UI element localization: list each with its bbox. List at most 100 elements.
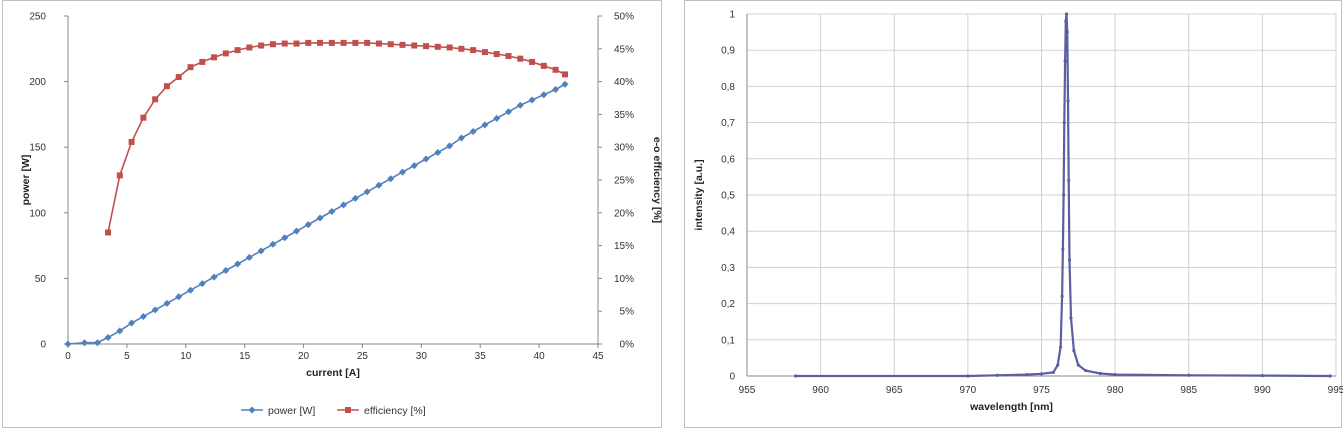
power-point: [434, 148, 442, 156]
spectrum-chart-panel: 0 0,1 0,2 0,3 0,4 0,5 0,6 0,7 0,8 0,9 1 955 960 965 97…: [684, 0, 1343, 428]
y-tick-label: 50: [35, 274, 47, 285]
x-tick-label: 5: [124, 351, 130, 362]
power-point: [316, 214, 324, 222]
y2-tick-label: 5%: [620, 307, 635, 318]
power-point: [151, 306, 159, 314]
efficiency-point: [446, 44, 453, 51]
spectrum-point: [995, 373, 999, 377]
power-point: [198, 280, 206, 288]
x-tick-label: 45: [592, 351, 604, 362]
efficiency-point: [458, 45, 465, 52]
efficiency-point: [529, 58, 536, 65]
spectrum-point: [1076, 363, 1080, 367]
spectrum-point: [1072, 349, 1076, 353]
y-tick-label: 250: [29, 12, 46, 23]
spectrum-point: [1113, 372, 1117, 377]
power-point: [304, 221, 312, 229]
y2-tick-label: 45%: [614, 44, 634, 55]
efficiency-point: [540, 62, 547, 69]
x-tick-label: 25: [357, 351, 369, 362]
y-tick-label: 0,1: [721, 335, 735, 346]
power-point: [446, 142, 454, 150]
efficiency-point: [152, 96, 159, 103]
y-tick-label: 200: [29, 77, 46, 88]
x-tick-label: 40: [534, 351, 546, 362]
legend-efficiency-marker: [345, 407, 351, 413]
power-point: [469, 127, 477, 135]
spectrum-point: [1098, 371, 1102, 376]
y-tick-label: 0,2: [721, 299, 735, 310]
power-point: [481, 121, 489, 129]
power-efficiency-chart-panel: 0 5 10 15 20 25 30 35 40 45 0 50 100 150 200 250 0% 5% 10%…: [2, 0, 663, 428]
spectrum-point: [1066, 99, 1070, 103]
efficiency-point: [116, 172, 123, 179]
x-tick-label: 0: [65, 351, 71, 362]
spectrum-point: [1025, 372, 1029, 377]
efficiency-point: [222, 50, 229, 57]
power-point: [375, 181, 383, 189]
spectrum-point: [1260, 374, 1264, 378]
spectrum-point: [1051, 370, 1055, 374]
spectrum-point: [1067, 258, 1072, 262]
power-point: [340, 201, 348, 209]
power-point: [175, 293, 183, 301]
series-line-power: [67, 83, 566, 345]
x-tick-label: 35: [475, 351, 487, 362]
legend-power-marker: [248, 406, 256, 414]
efficiency-point: [493, 51, 500, 58]
spectrum-point: [966, 374, 970, 378]
efficiency-point: [199, 58, 206, 65]
x-tick-label: 15: [239, 351, 251, 362]
power-point: [245, 253, 253, 261]
y-tick-label: 0,6: [721, 154, 735, 165]
spectrum-point: [1065, 30, 1069, 34]
power-point: [363, 188, 371, 196]
power-point: [387, 175, 395, 183]
power-point: [328, 207, 336, 215]
power-point: [561, 80, 569, 88]
spectrum-point: [1067, 178, 1071, 183]
x-tick-label: 975: [1033, 385, 1050, 396]
x-tick-label: 10: [180, 351, 192, 362]
power-point: [163, 299, 171, 307]
y2-tick-label: 15%: [614, 241, 634, 252]
spectrum-line: [795, 13, 1331, 378]
spectrum-point: [1084, 368, 1088, 373]
y-tick-label: 0,3: [721, 263, 735, 274]
efficiency-point: [128, 138, 135, 145]
y2-tick-label: 35%: [614, 110, 634, 121]
spectrum-chart: 0 0,1 0,2 0,3 0,4 0,5 0,6 0,7 0,8 0,9 1 955 960 965 97…: [693, 10, 1343, 414]
power-point: [80, 339, 88, 347]
power-point: [116, 327, 124, 335]
spectrum-point: [1061, 247, 1065, 251]
efficiency-point: [352, 39, 359, 46]
efficiency-point: [293, 40, 300, 47]
power-point: [128, 319, 136, 327]
spectrum-point: [1060, 294, 1064, 298]
power-point: [351, 194, 359, 202]
power-point: [493, 114, 501, 122]
x-axis-title: current [A]: [306, 367, 360, 379]
power-point: [222, 267, 230, 275]
efficiency-point: [163, 83, 170, 90]
x-tick-label: 955: [739, 385, 756, 396]
efficiency-point: [187, 64, 194, 71]
power-point: [504, 108, 512, 116]
power-point: [540, 91, 548, 99]
power-point: [528, 96, 536, 104]
efficiency-point: [317, 39, 324, 46]
efficiency-point: [211, 54, 218, 61]
power-point: [104, 333, 112, 341]
power-point: [457, 134, 465, 142]
y-tick-label: 0,7: [721, 118, 735, 129]
x-tick-label: 970: [960, 385, 977, 396]
power-point: [410, 162, 418, 170]
x-axis-title: wavelength [nm]: [969, 401, 1053, 413]
spectrum-point: [1061, 193, 1066, 197]
efficiency-point: [328, 39, 335, 46]
efficiency-point: [246, 44, 253, 51]
y-tick-label: 0,9: [721, 46, 735, 57]
y2-tick-label: 25%: [614, 176, 634, 187]
spectrum-point: [1064, 19, 1068, 23]
